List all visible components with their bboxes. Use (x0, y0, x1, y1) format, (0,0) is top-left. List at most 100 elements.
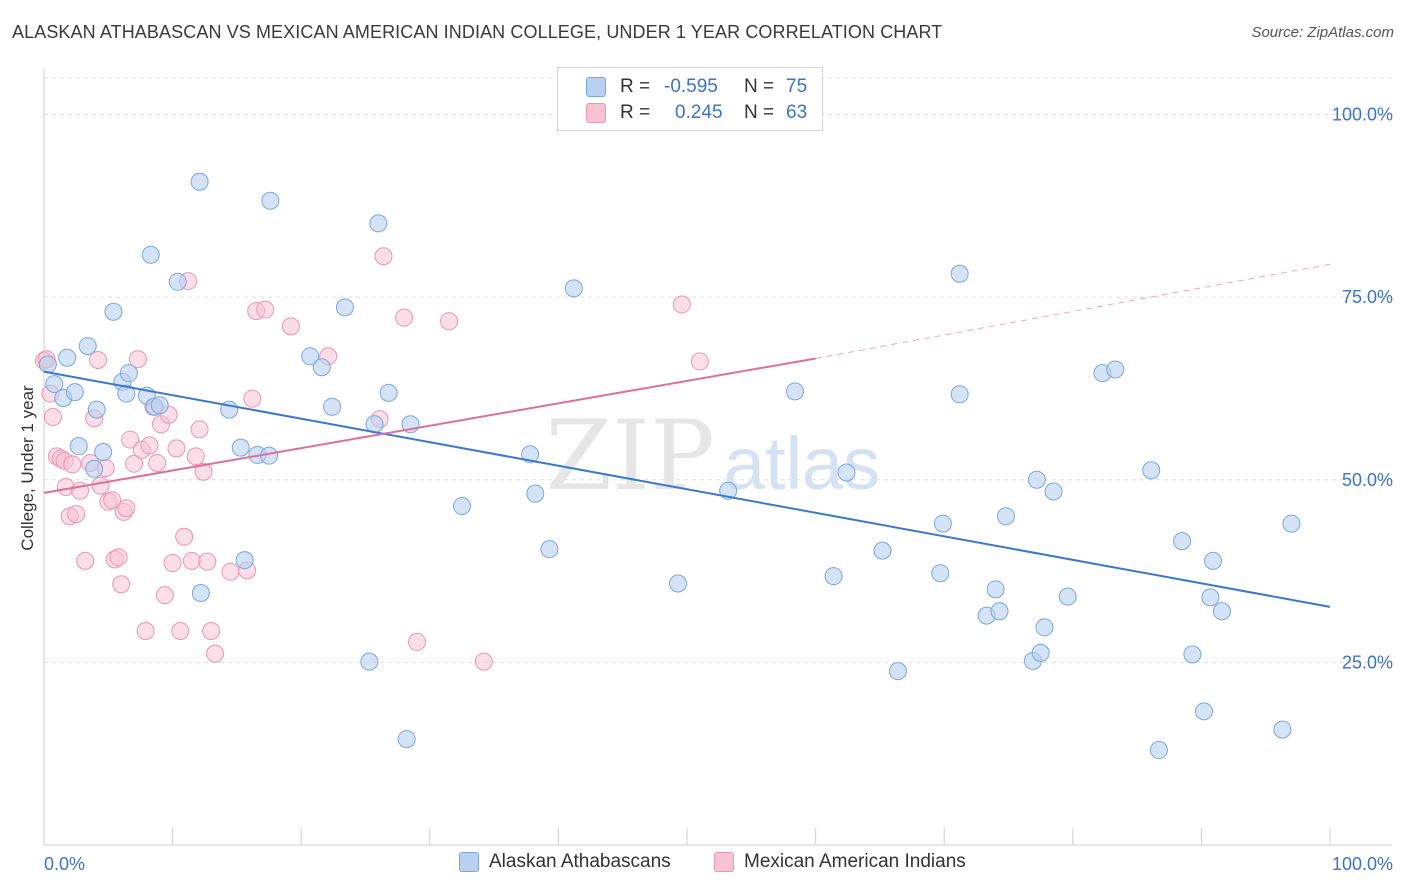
data-point-alaskan-athabascans (94, 443, 113, 462)
data-point-alaskan-athabascans (521, 445, 540, 464)
data-point-alaskan-athabascans (301, 347, 320, 366)
data-point-alaskan-athabascans (1212, 602, 1231, 621)
data-point-mexican-american-indians (121, 430, 140, 449)
data-point-mexican-american-indians (76, 551, 95, 570)
data-point-mexican-american-indians (67, 505, 86, 524)
data-point-alaskan-athabascans (335, 298, 354, 317)
data-point-alaskan-athabascans (986, 580, 1005, 599)
data-point-alaskan-athabascans (950, 385, 969, 404)
data-point-mexican-american-indians (474, 652, 493, 671)
bottom-legend-blue: Alaskan Athabascans (459, 851, 671, 873)
legend-n-label: N = (744, 76, 775, 97)
data-point-mexican-american-indians (163, 554, 182, 573)
data-point-alaskan-athabascans (45, 375, 64, 394)
trend-line-alaskan-athabascans (43, 370, 1331, 608)
data-point-alaskan-athabascans (1106, 360, 1125, 379)
legend-row-pink: R = 0.245 N = 63 (558, 99, 807, 127)
data-point-mexican-american-indians (125, 454, 144, 473)
data-point-mexican-american-indians (148, 453, 167, 472)
data-point-alaskan-athabascans (1149, 741, 1168, 760)
data-point-alaskan-athabascans (873, 541, 892, 560)
watermark-zip: ZIP (545, 400, 714, 512)
data-point-alaskan-athabascans (360, 652, 379, 671)
data-point-alaskan-athabascans (323, 397, 342, 416)
data-point-alaskan-athabascans (312, 358, 331, 377)
data-point-mexican-american-indians (395, 308, 414, 327)
data-point-alaskan-athabascans (933, 514, 952, 533)
data-point-alaskan-athabascans (104, 302, 123, 321)
data-point-alaskan-athabascans (1282, 514, 1301, 533)
data-point-alaskan-athabascans (668, 574, 687, 593)
data-point-mexican-american-indians (175, 527, 194, 546)
data-point-mexican-american-indians (117, 499, 136, 518)
bottom-legend-pink: Mexican American Indians (714, 851, 966, 873)
data-point-mexican-american-indians (440, 312, 459, 331)
y-tick-label: 25.0% (1342, 652, 1393, 672)
data-point-mexican-american-indians (186, 447, 205, 466)
data-point-mexican-american-indians (89, 350, 108, 369)
legend-r-label: R = (620, 76, 651, 97)
data-point-alaskan-athabascans (786, 382, 805, 401)
data-point-alaskan-athabascans (837, 463, 856, 482)
legend-swatch-pink (586, 103, 606, 123)
data-point-alaskan-athabascans (1203, 551, 1222, 570)
data-point-alaskan-athabascans (990, 602, 1009, 621)
data-point-mexican-american-indians (103, 491, 122, 510)
data-point-alaskan-athabascans (235, 551, 254, 570)
data-point-mexican-american-indians (171, 621, 190, 640)
data-point-mexican-american-indians (690, 352, 709, 371)
data-point-mexican-american-indians (182, 551, 201, 570)
data-point-alaskan-athabascans (1142, 461, 1161, 480)
data-point-alaskan-athabascans (1027, 470, 1046, 489)
watermark-atlas: atlas (724, 422, 880, 505)
data-point-mexican-american-indians (128, 350, 147, 369)
legend-row-blue: R = -0.595 N = 75 (558, 73, 807, 101)
data-point-mexican-american-indians (44, 407, 63, 426)
data-point-alaskan-athabascans (452, 497, 471, 516)
legend-r-value: 0.245 (675, 102, 723, 123)
data-point-alaskan-athabascans (526, 484, 545, 503)
data-point-alaskan-athabascans (1273, 720, 1292, 739)
data-point-alaskan-athabascans (65, 383, 84, 402)
data-point-alaskan-athabascans (69, 437, 88, 456)
data-point-alaskan-athabascans (141, 245, 160, 264)
data-point-alaskan-athabascans (1183, 645, 1202, 664)
bottom-legend-swatch-pink (714, 852, 734, 872)
data-point-alaskan-athabascans (168, 272, 187, 291)
data-point-mexican-american-indians (281, 317, 300, 336)
x-tick-label: 0.0% (44, 854, 85, 874)
bottom-legend-label-blue: Alaskan Athabascans (489, 851, 671, 872)
data-point-alaskan-athabascans (190, 172, 209, 191)
data-point-mexican-american-indians (206, 644, 225, 663)
data-point-alaskan-athabascans (231, 438, 250, 457)
data-point-mexican-american-indians (140, 436, 159, 455)
legend-n-label: N = (744, 102, 775, 123)
data-point-mexican-american-indians (256, 300, 275, 319)
y-tick-label: 50.0% (1342, 470, 1393, 490)
legend-swatch-blue (586, 77, 606, 97)
data-point-mexican-american-indians (91, 476, 110, 495)
data-point-mexican-american-indians (194, 462, 213, 481)
data-point-alaskan-athabascans (261, 191, 280, 210)
data-point-mexican-american-indians (155, 586, 174, 605)
data-point-mexican-american-indians (243, 389, 262, 408)
data-point-mexican-american-indians (221, 562, 240, 581)
data-point-alaskan-athabascans (540, 540, 559, 559)
data-point-alaskan-athabascans (78, 337, 97, 356)
data-point-alaskan-athabascans (1173, 532, 1192, 551)
data-point-alaskan-athabascans (888, 662, 907, 681)
data-point-alaskan-athabascans (824, 567, 843, 586)
data-point-mexican-american-indians (198, 552, 217, 571)
data-point-alaskan-athabascans (397, 730, 416, 749)
data-point-alaskan-athabascans (1058, 587, 1077, 606)
data-point-alaskan-athabascans (719, 481, 738, 500)
trend-line-extension-mexican-american-indians (815, 263, 1331, 359)
data-point-alaskan-athabascans (191, 583, 210, 602)
data-point-alaskan-athabascans (38, 355, 57, 374)
data-point-alaskan-athabascans (85, 459, 104, 478)
data-point-alaskan-athabascans (117, 384, 136, 403)
data-point-alaskan-athabascans (58, 348, 77, 367)
data-point-alaskan-athabascans (950, 264, 969, 283)
chart-title: ALASKAN ATHABASCAN VS MEXICAN AMERICAN I… (12, 22, 943, 42)
